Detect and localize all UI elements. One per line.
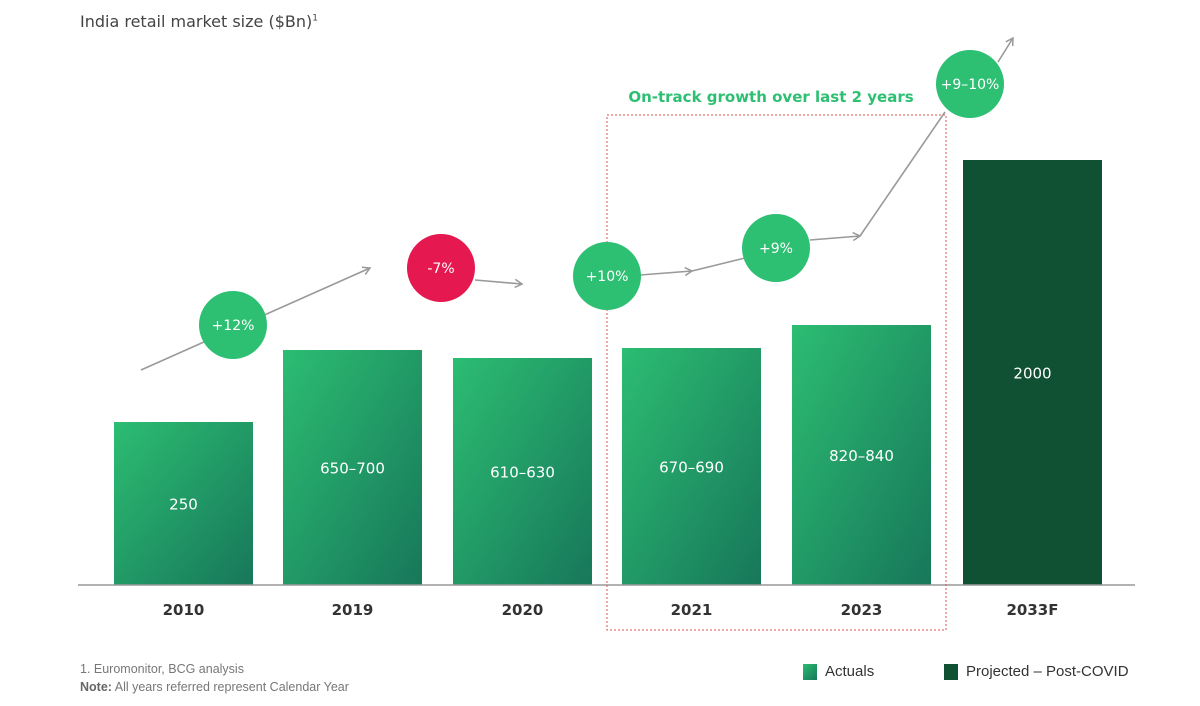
annotation-text: On-track growth over last 2 years: [628, 88, 913, 106]
title-text: India retail market size ($Bn): [80, 12, 313, 31]
bar-value-label: 650–700: [320, 460, 385, 478]
x-tick-label: 2033F: [1007, 601, 1059, 619]
legend-item-actuals: Actuals: [803, 663, 874, 680]
growth-bubble: [407, 234, 475, 302]
bar-value-label: 610–630: [490, 464, 555, 482]
chart-title: India retail market size ($Bn)1: [80, 12, 318, 31]
growth-label: +9%: [759, 241, 793, 257]
growth-bubble: [936, 50, 1004, 118]
bar-2021: [622, 348, 761, 585]
source-footnote: 1. Euromonitor, BCG analysis: [80, 662, 244, 676]
bar-value-label: 250: [169, 496, 198, 514]
x-tick-label: 2020: [502, 601, 544, 619]
growth-bubble: [199, 291, 267, 359]
footnote-mark: 1: [312, 13, 318, 24]
x-tick-label: 2010: [163, 601, 205, 619]
bar-2023: [792, 325, 931, 585]
bar-2019: [283, 350, 422, 585]
bar-value-label: 820–840: [829, 447, 894, 465]
growth-label: -7%: [427, 261, 454, 277]
note-footnote: Note: All years referred represent Calen…: [80, 680, 349, 694]
note-text: All years referred represent Calendar Ye…: [111, 680, 349, 694]
bar-2033F: [963, 160, 1102, 585]
growth-bubble: [573, 242, 641, 310]
legend-item-projected: Projected – Post-COVID: [944, 663, 1129, 680]
x-tick-label: 2023: [841, 601, 883, 619]
highlight-frame: [606, 114, 947, 631]
bar-value-label: 670–690: [659, 459, 724, 477]
legend-swatch: [803, 663, 817, 680]
x-tick-label: 2019: [332, 601, 374, 619]
legend-label: Actuals: [825, 663, 875, 680]
growth-label: +10%: [586, 269, 629, 285]
bar-2020: [453, 358, 592, 585]
growth-label: +12%: [212, 318, 255, 334]
trend-arrow: [140, 36, 1014, 371]
legend-swatch: [944, 663, 958, 680]
growth-bubble: [742, 214, 810, 282]
bar-2010: [114, 422, 253, 585]
bar-value-label: 2000: [1013, 365, 1051, 383]
note-label: Note:: [80, 680, 112, 694]
growth-label: +9–10%: [941, 77, 1000, 93]
legend-label: Projected – Post-COVID: [966, 663, 1129, 680]
x-tick-label: 2021: [671, 601, 713, 619]
